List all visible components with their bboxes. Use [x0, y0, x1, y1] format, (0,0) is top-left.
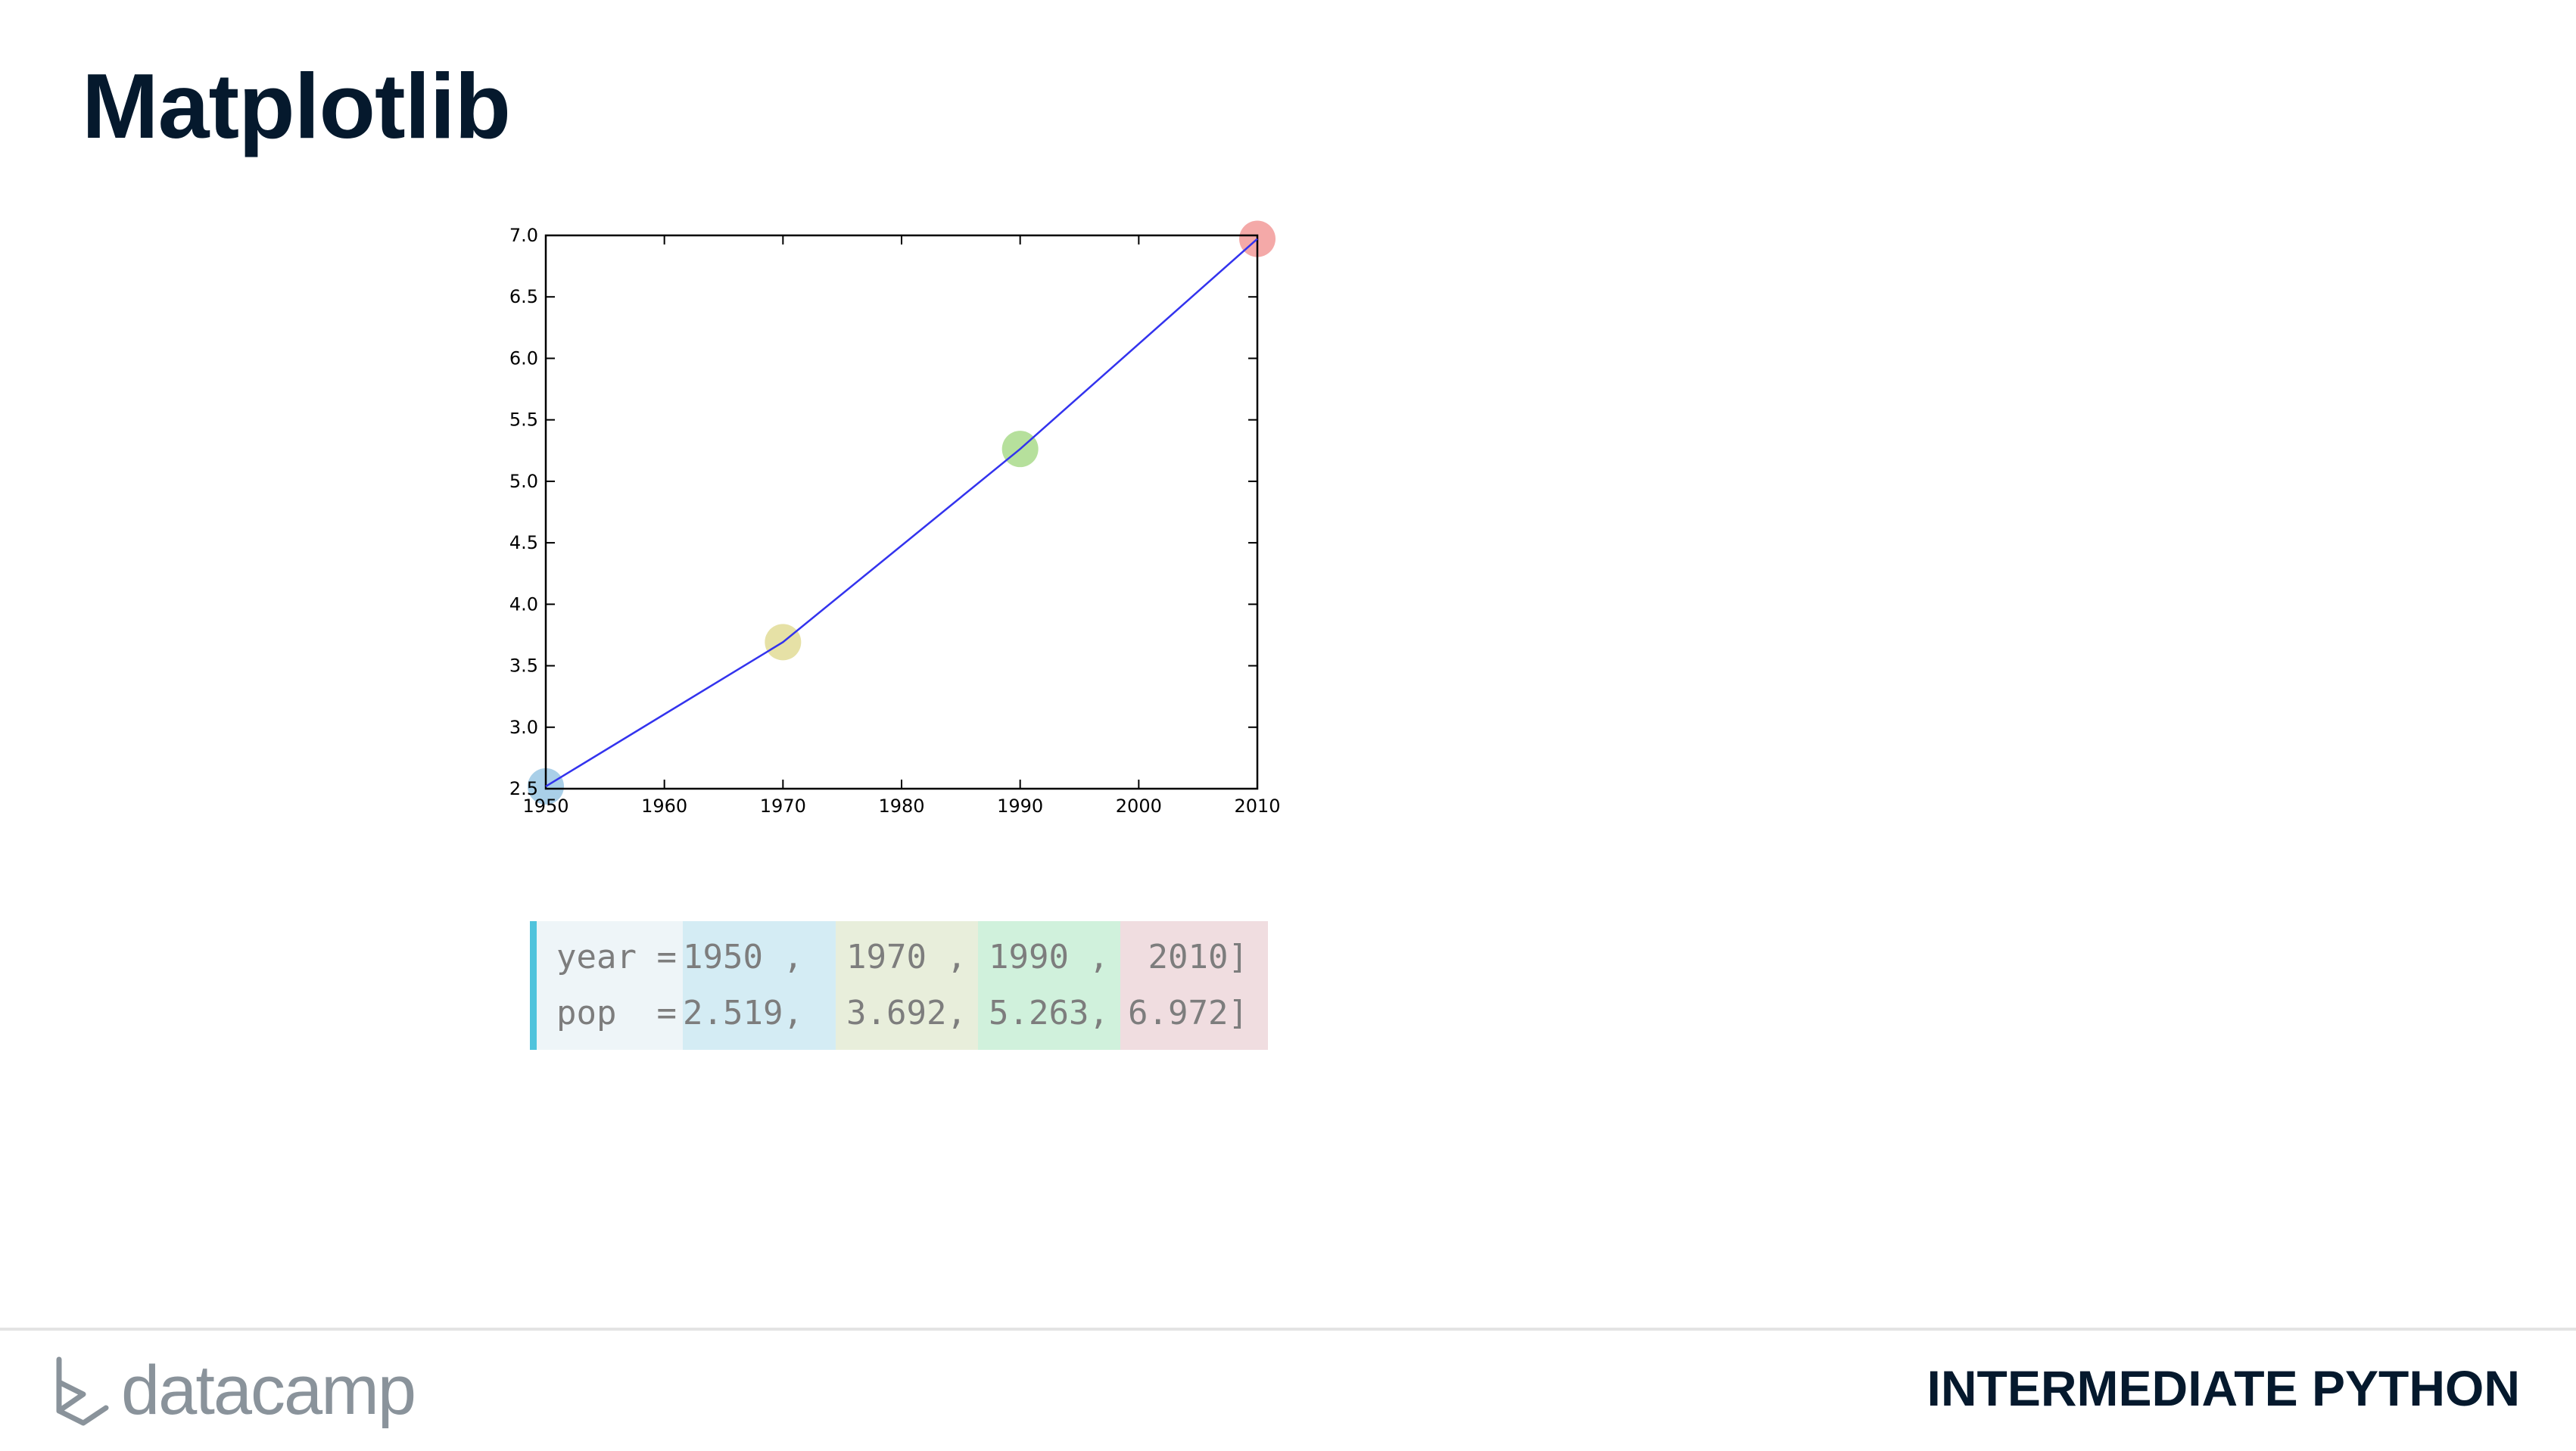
code-column-1990: 1990 , 5.263, [978, 921, 1120, 1050]
y-tick-label: 3.0 [509, 717, 538, 738]
x-tick-label: 1980 [878, 796, 924, 817]
code-column-1950: 1950 , 2.519, [683, 921, 836, 1050]
code-year-2010: 2010] [1128, 938, 1248, 976]
y-tick-label: 5.5 [509, 409, 538, 431]
brand-name: datacamp [121, 1352, 416, 1429]
x-tick-label: 2000 [1116, 796, 1162, 817]
chart-tick-labels: 1950 1960 1970 1980 1990 2000 2010 2.5 3.0 3.5 4.0… [509, 225, 1281, 817]
code-pop-1970: 3.692, [846, 994, 967, 1032]
code-variable-names: year = [ pop = [ [537, 921, 717, 1050]
y-tick-label: 5.0 [509, 471, 538, 492]
x-tick-label: 1960 [641, 796, 687, 817]
course-name: INTERMEDIATE PYTHON [1927, 1360, 2520, 1416]
code-year-1970: 1970 , [846, 938, 967, 976]
code-block: year = [ pop = [ 1950 , 2.519, 1970 , 3.… [530, 921, 1268, 1050]
chart-markers [528, 220, 1276, 805]
code-year-1990: 1990 , [989, 938, 1109, 976]
datacamp-logo-icon [56, 1356, 109, 1425]
code-year-label: year = [ [556, 938, 717, 976]
y-tick-label: 2.5 [509, 778, 538, 799]
footer-divider [0, 1328, 2576, 1331]
code-pop-1990: 5.263, [989, 994, 1109, 1032]
datacamp-logo: datacamp [53, 1351, 416, 1431]
code-column-2010: 2010] 6.972] [1120, 921, 1268, 1050]
x-tick-label: 1990 [997, 796, 1043, 817]
x-tick-label: 1950 [522, 796, 568, 817]
y-tick-label: 6.5 [509, 286, 538, 307]
x-tick-label: 1970 [760, 796, 806, 817]
chart-ticks [545, 235, 1258, 789]
code-column-1970: 1970 , 3.692, [836, 921, 978, 1050]
plot-area-frame [544, 234, 1259, 790]
y-tick-label: 4.0 [509, 593, 538, 615]
code-pop-2010: 6.972] [1128, 994, 1248, 1032]
series-line [545, 238, 1258, 787]
y-tick-label: 4.5 [509, 532, 538, 553]
y-tick-label: 6.0 [509, 347, 538, 369]
y-tick-label: 7.0 [509, 225, 538, 246]
code-year-1950: 1950 , [683, 938, 803, 976]
x-tick-label: 2010 [1234, 796, 1280, 817]
slide-title: Matplotlib [82, 54, 511, 157]
code-pop-1950: 2.519, [683, 994, 803, 1032]
code-pop-label: pop = [ [556, 994, 717, 1032]
y-tick-label: 3.5 [509, 655, 538, 677]
